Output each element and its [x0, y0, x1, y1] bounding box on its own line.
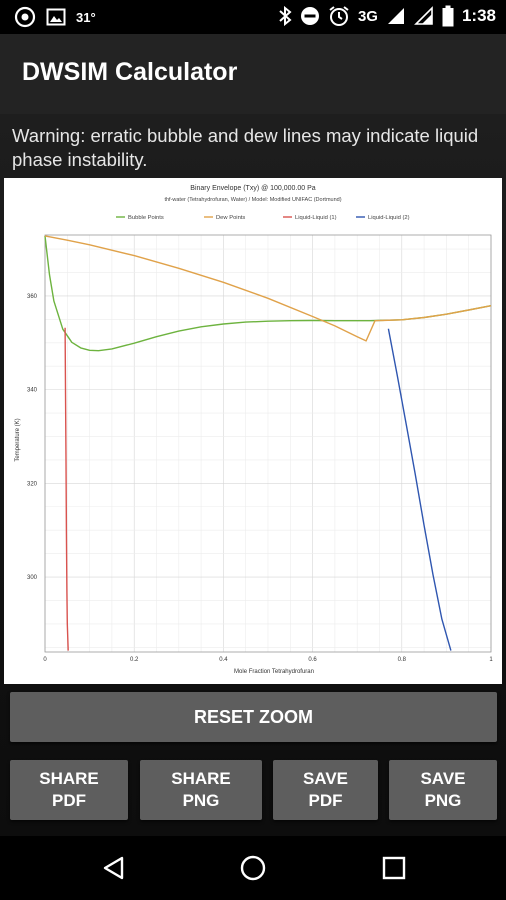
warning-message: Warning: erratic bubble and dew lines ma…: [12, 125, 479, 170]
plot-frame: [44, 234, 492, 653]
series-line: [44, 235, 492, 342]
y-axis-label: Temperature (K): [15, 418, 21, 461]
save-png-label: SAVE PNG: [420, 769, 466, 810]
save-png-button[interactable]: SAVE PNG: [389, 760, 497, 820]
wifi-signal-icon: [414, 6, 433, 25]
share-pdf-label: SHARE PDF: [39, 769, 99, 810]
save-pdf-button[interactable]: SAVE PDF: [273, 760, 378, 820]
y-tick-label: 340: [27, 388, 38, 394]
x-tick-label: 1: [489, 657, 493, 663]
x-tick-label: 0.2: [130, 657, 139, 663]
status-bar-left: 31°: [14, 6, 96, 28]
reset-zoom-button[interactable]: RESET ZOOM: [10, 692, 497, 742]
recents-icon: [382, 856, 406, 880]
alarm-icon: [329, 6, 349, 26]
chart-series: [44, 235, 492, 651]
chart-legend: Bubble Points Dew Points Liquid-Liquid (1)…: [116, 215, 410, 221]
y-tick-label: 320: [27, 481, 38, 487]
do-not-disturb-icon: [300, 7, 319, 25]
chart-grid: [44, 235, 492, 652]
temperature-readout: 31°: [76, 9, 96, 25]
txy-chart[interactable]: Binary Envelope (Txy) @ 100,000.00 Pa th…: [4, 178, 502, 684]
back-button[interactable]: [84, 836, 144, 900]
axis-ticks: 0 0.2 0.4 0.6 0.8 1 300 320 340 360: [27, 294, 493, 663]
legend-label: Bubble Points: [128, 215, 164, 221]
app-bar: DWSIM Calculator: [0, 34, 506, 114]
clock: 1:38: [461, 6, 496, 25]
share-png-button[interactable]: SHARE PNG: [140, 760, 262, 820]
y-tick-label: 300: [27, 575, 38, 581]
battery-icon: [442, 5, 454, 27]
x-axis-label: Mole Fraction Tetrahydrofuran: [234, 669, 314, 675]
save-pdf-label: SAVE PDF: [302, 769, 349, 810]
x-tick-label: 0.6: [308, 657, 317, 663]
x-tick-label: 0: [43, 657, 47, 663]
status-bar: 31° 3G 1:38: [0, 0, 506, 34]
image-icon: [46, 8, 66, 26]
navigation-bar: [0, 836, 506, 900]
series-line: [64, 327, 69, 651]
x-tick-label: 0.8: [398, 657, 407, 663]
share-pdf-button[interactable]: SHARE PDF: [10, 760, 128, 820]
chart-subtitle: thf-water (Tetrahydrofuran, Water) / Mod…: [164, 197, 341, 203]
back-icon: [103, 856, 124, 880]
y-tick-label: 360: [27, 294, 38, 300]
network-type: 3G: [357, 7, 378, 25]
home-button[interactable]: [223, 836, 283, 900]
legend-label: Liquid-Liquid (1): [295, 215, 337, 221]
chart-svg[interactable]: Binary Envelope (Txy) @ 100,000.00 Pa th…: [4, 178, 502, 684]
series-line: [387, 328, 452, 651]
status-bar-right: 3G 1:38: [278, 5, 496, 27]
app-title: DWSIM Calculator: [22, 58, 238, 86]
recents-button[interactable]: [364, 836, 424, 900]
x-tick-label: 0.4: [219, 657, 228, 663]
legend-label: Liquid-Liquid (2): [368, 215, 410, 221]
bluetooth-icon: [279, 6, 292, 26]
camera-target-icon: [14, 6, 36, 28]
chart-title: Binary Envelope (Txy) @ 100,000.00 Pa: [190, 185, 316, 192]
legend-label: Dew Points: [216, 215, 245, 221]
share-png-label: SHARE PNG: [171, 769, 231, 810]
home-icon: [240, 855, 266, 881]
signal-icon: [387, 8, 404, 24]
